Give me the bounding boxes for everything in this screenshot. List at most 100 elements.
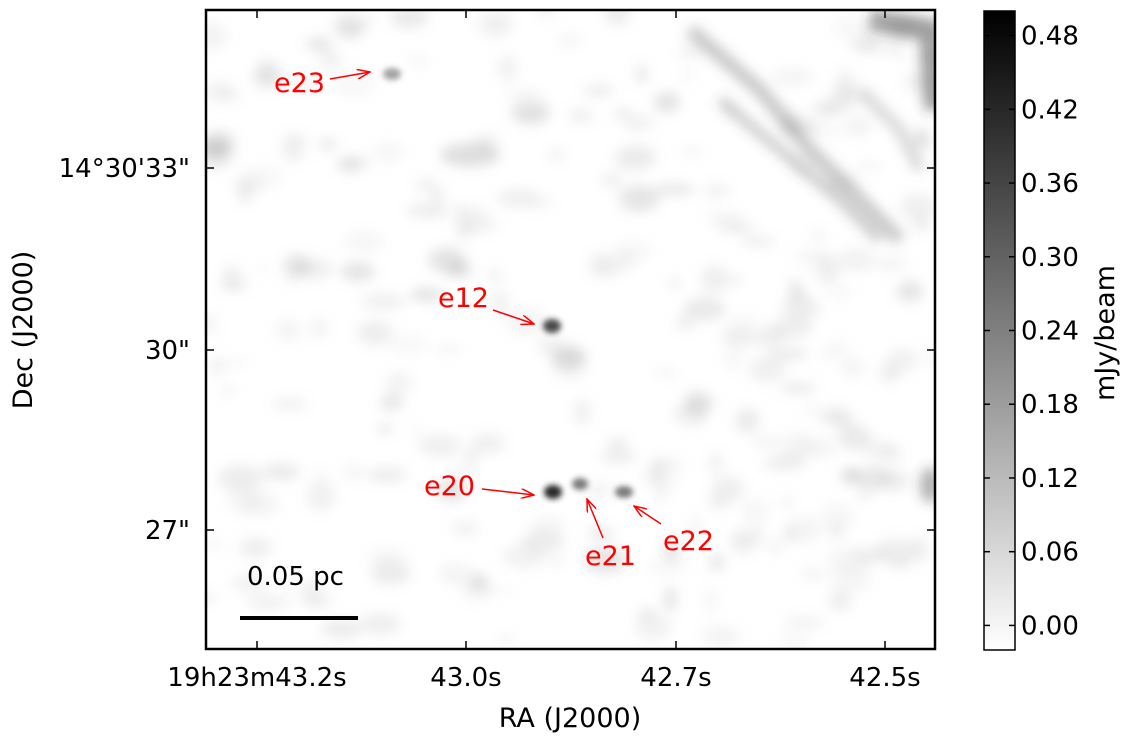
noise-blob bbox=[709, 451, 723, 476]
noise-blob bbox=[821, 346, 834, 361]
source-label-e22: e22 bbox=[663, 526, 714, 557]
noise-blob bbox=[779, 382, 816, 394]
noise-blob bbox=[455, 219, 474, 241]
noise-blob bbox=[634, 64, 649, 85]
noise-blob bbox=[764, 454, 806, 471]
noise-blob bbox=[782, 296, 820, 321]
scale-bar: 0.05 pc bbox=[240, 562, 358, 620]
noise-blob bbox=[377, 423, 393, 435]
noise-blob bbox=[321, 619, 362, 639]
noise-blob bbox=[648, 458, 666, 484]
noise-blob bbox=[340, 262, 375, 282]
noise-blob bbox=[802, 436, 837, 458]
noise-blob bbox=[677, 47, 704, 58]
noise-blob bbox=[380, 392, 404, 412]
noise-blob bbox=[767, 539, 783, 555]
colorbar-tick-label: 0.00 bbox=[1021, 611, 1079, 641]
noise-blob bbox=[359, 612, 401, 636]
noise-blob bbox=[262, 463, 301, 481]
noise-blob bbox=[779, 631, 811, 649]
noise-blob bbox=[241, 164, 284, 191]
noise-blob bbox=[584, 482, 613, 498]
noise-blob bbox=[463, 207, 488, 216]
noise-blob bbox=[386, 371, 412, 394]
noise-blob bbox=[600, 172, 624, 188]
noise-blob bbox=[793, 249, 835, 265]
noise-blob bbox=[419, 434, 462, 458]
noise-blob bbox=[583, 84, 615, 97]
noise-blob bbox=[549, 150, 564, 160]
noise-blob bbox=[780, 496, 794, 507]
noise-blob bbox=[546, 556, 566, 568]
noise-blob bbox=[896, 280, 924, 302]
noise-blob bbox=[892, 52, 911, 61]
noise-blob bbox=[923, 347, 935, 365]
noise-blob bbox=[344, 230, 384, 253]
noise-blob bbox=[881, 443, 899, 460]
filament-emission bbox=[440, 10, 935, 503]
noise-blob bbox=[526, 195, 555, 210]
noise-blob bbox=[730, 529, 756, 553]
noise-blob bbox=[831, 414, 856, 430]
noise-blob bbox=[247, 595, 284, 610]
noise-blob bbox=[370, 562, 411, 585]
scale-bar-label: 0.05 pc bbox=[247, 562, 344, 592]
source-e22-blob bbox=[615, 486, 633, 498]
noise-blob bbox=[292, 80, 318, 90]
noise-blob bbox=[282, 254, 311, 278]
noise-blob bbox=[298, 579, 324, 600]
noise-blob bbox=[701, 626, 741, 648]
arrow-e21 bbox=[587, 499, 604, 539]
noise-blob bbox=[537, 10, 554, 16]
noise-blob bbox=[844, 118, 872, 135]
noise-blob bbox=[388, 333, 427, 356]
source-label-e21: e21 bbox=[585, 541, 636, 572]
noise-blob bbox=[344, 21, 362, 40]
noise-blob bbox=[254, 265, 272, 275]
noise-blob bbox=[356, 320, 393, 346]
noise-blob bbox=[664, 586, 677, 613]
x-tick-label: 19h23m43.2s bbox=[167, 663, 346, 693]
noise-blob bbox=[802, 403, 818, 416]
noise-blob bbox=[206, 22, 228, 51]
noise-blob bbox=[494, 635, 516, 645]
noise-blob bbox=[306, 484, 336, 512]
noise-blob bbox=[430, 187, 445, 203]
noise-blob bbox=[810, 230, 827, 242]
noise-blob bbox=[238, 537, 273, 558]
noise-blob bbox=[800, 567, 826, 581]
x-tick-label: 43.0s bbox=[430, 663, 501, 693]
source-label-e23: e23 bbox=[274, 68, 325, 99]
noise-blob bbox=[768, 348, 809, 360]
source-e23-blob bbox=[383, 68, 401, 80]
colorbar-tick-label: 0.48 bbox=[1021, 22, 1079, 52]
noise-blob bbox=[829, 286, 853, 299]
colorbar-tick-label: 0.36 bbox=[1021, 169, 1079, 199]
noise-blob bbox=[604, 10, 631, 26]
noise-blob bbox=[550, 345, 586, 369]
noise-blob bbox=[830, 339, 848, 360]
noise-blob bbox=[599, 450, 638, 464]
source-e21-blob bbox=[572, 478, 588, 490]
y-tick-label: 27" bbox=[145, 516, 190, 546]
noise-blob bbox=[360, 12, 375, 28]
noise-blob bbox=[873, 257, 909, 270]
noise-blob bbox=[857, 478, 874, 504]
noise-blob bbox=[740, 237, 776, 246]
noise-blob bbox=[343, 465, 365, 479]
noise-blob bbox=[406, 203, 450, 218]
noise-blob bbox=[438, 562, 474, 586]
noise-blob bbox=[206, 313, 217, 336]
colorbar-ticks: 0.00 0.06 0.12 0.18 0.24 0.30 0.36 0.42 0.48 bbox=[984, 22, 1079, 641]
noise-blob bbox=[230, 574, 270, 593]
noise-blob bbox=[415, 178, 438, 191]
noise-blob bbox=[719, 324, 752, 347]
noise-blob bbox=[689, 515, 702, 539]
noise-blob bbox=[448, 262, 467, 275]
noise-blob bbox=[449, 466, 478, 475]
y-tick-label: 30" bbox=[145, 336, 190, 366]
noise-blob bbox=[450, 521, 480, 535]
source-label-e20: e20 bbox=[424, 471, 475, 502]
noise-blob bbox=[841, 356, 865, 378]
noise-blob bbox=[615, 145, 656, 171]
